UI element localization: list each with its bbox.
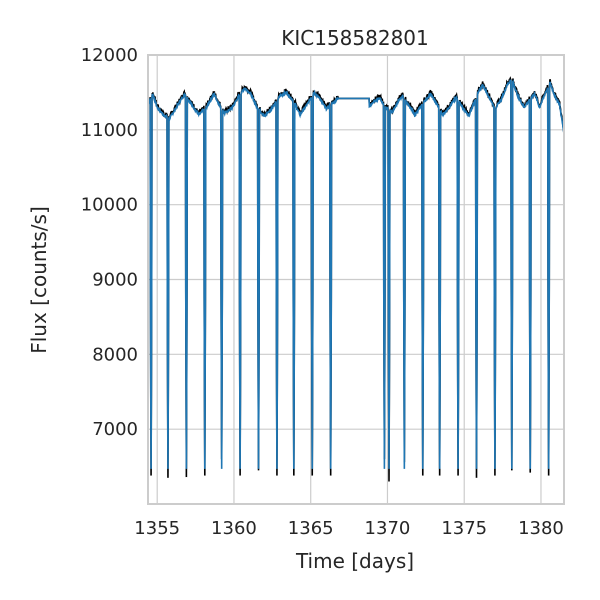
chart-title: KIC158582801 [281, 26, 429, 50]
axes-frame [147, 54, 565, 505]
plot-area [147, 76, 565, 482]
y-axis: 7000 8000 9000 10000 11000 12000 [81, 45, 138, 440]
grid [148, 54, 564, 504]
y-tick-label: 8000 [92, 344, 138, 365]
y-tick-label: 12000 [81, 45, 138, 66]
y-tick-label: 7000 [92, 419, 138, 440]
y-tick-label: 10000 [81, 195, 138, 216]
model-flux-series [147, 79, 565, 469]
y-tick-label: 9000 [92, 270, 138, 291]
x-tick-label: 1380 [518, 518, 564, 539]
x-axis: 1355 1360 1365 1370 1375 1380 [134, 518, 564, 539]
x-tick-label: 1360 [211, 518, 257, 539]
y-tick-label: 11000 [81, 120, 138, 141]
x-tick-label: 1370 [365, 518, 411, 539]
x-tick-label: 1375 [441, 518, 487, 539]
x-tick-label: 1365 [288, 518, 334, 539]
y-axis-label: Flux [counts/s] [27, 206, 51, 354]
x-axis-label: Time [days] [295, 549, 414, 573]
x-tick-label: 1355 [134, 518, 180, 539]
